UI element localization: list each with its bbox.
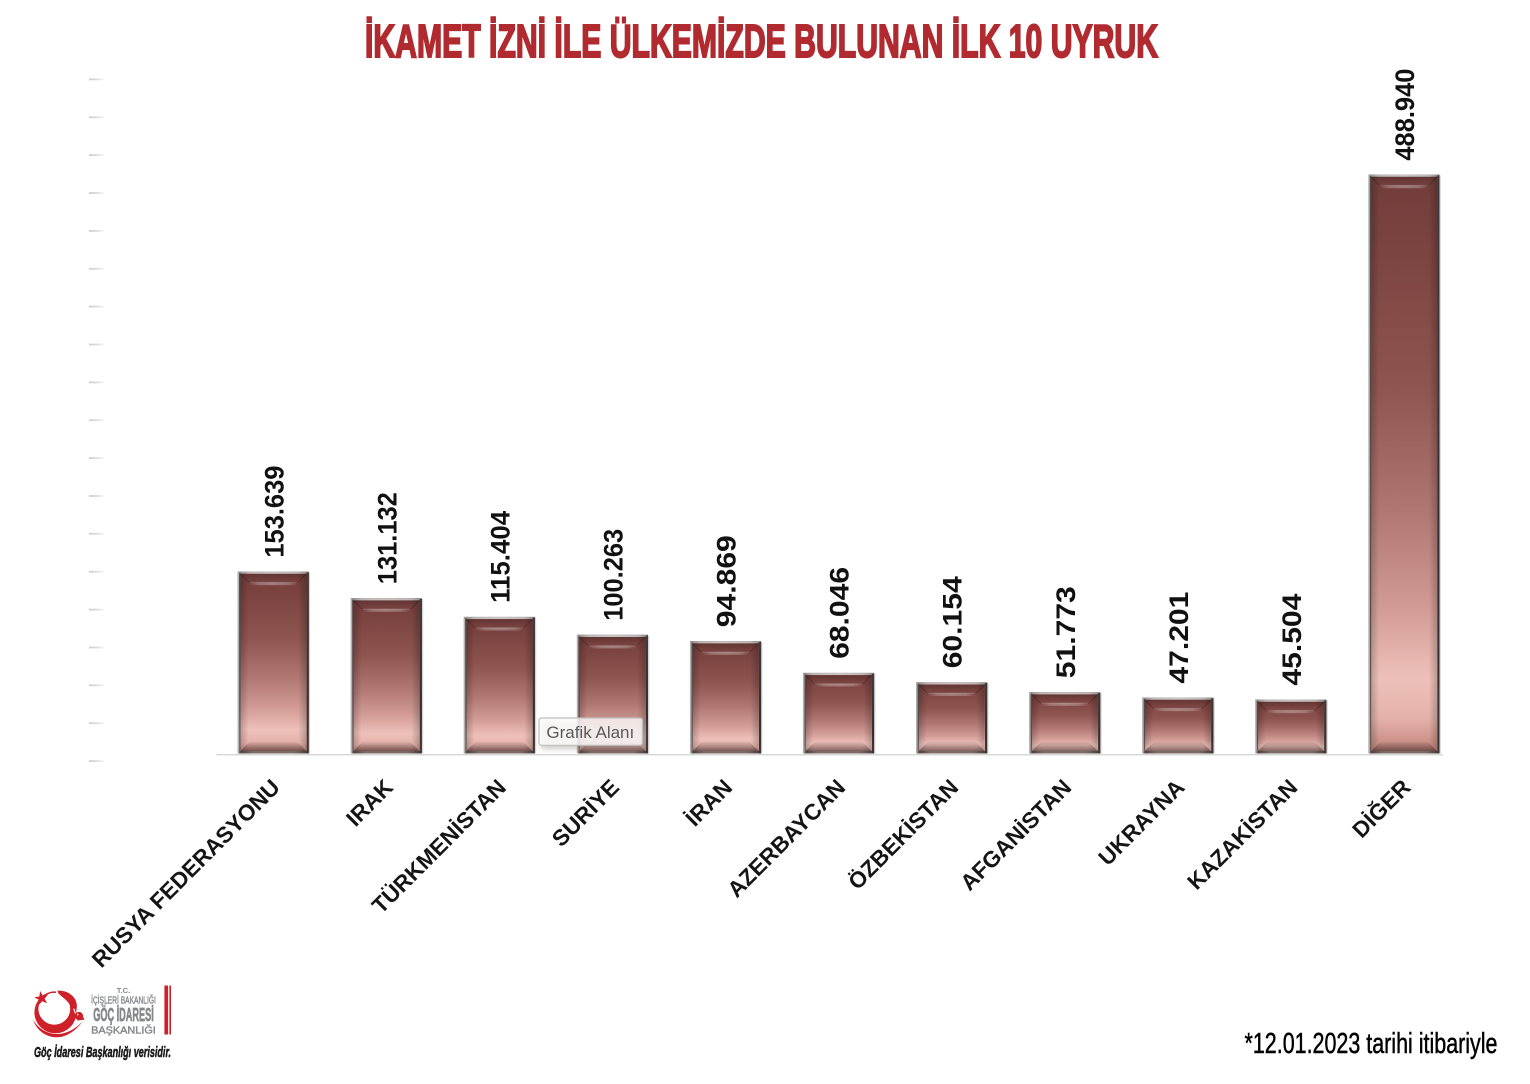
svg-text:*12.01.2023 tarihi itibariyle: *12.01.2023 tarihi itibariyle bbox=[1245, 1028, 1498, 1060]
svg-text:KAZAKİSTAN: KAZAKİSTAN bbox=[1183, 775, 1303, 895]
svg-text:AFGANİSTAN: AFGANİSTAN bbox=[956, 775, 1077, 896]
svg-text:Grafik Alanı: Grafik Alanı bbox=[546, 723, 634, 742]
svg-text:RUSYA FEDERASYONU: RUSYA FEDERASYONU bbox=[87, 775, 285, 973]
svg-text:GÖÇ İDARESİ: GÖÇ İDARESİ bbox=[93, 1004, 154, 1025]
svg-text:60.154: 60.154 bbox=[938, 576, 968, 668]
svg-text:İÇİŞLERİ BAKANLIĞI: İÇİŞLERİ BAKANLIĞI bbox=[91, 994, 156, 1007]
svg-text:AZERBAYCAN: AZERBAYCAN bbox=[723, 775, 851, 903]
svg-text:51.773: 51.773 bbox=[1051, 586, 1081, 678]
svg-text:488.940: 488.940 bbox=[1390, 69, 1420, 161]
svg-text:BAŞKANLIĞI: BAŞKANLIĞI bbox=[91, 1024, 156, 1037]
svg-text:68.046: 68.046 bbox=[825, 567, 855, 659]
svg-text:94.869: 94.869 bbox=[712, 535, 742, 627]
svg-text:115.404: 115.404 bbox=[485, 511, 515, 603]
svg-text:İRAN: İRAN bbox=[681, 775, 738, 832]
svg-text:100.263: 100.263 bbox=[599, 529, 629, 621]
svg-text:Göç İdaresi Başkanlığı verisid: Göç İdaresi Başkanlığı verisidir. bbox=[34, 1044, 171, 1061]
svg-text:DİĞER: DİĞER bbox=[1347, 775, 1415, 843]
svg-text:İKAMET İZNİ İLE ÜLKEMİZDE BULU: İKAMET İZNİ İLE ÜLKEMİZDE BULUNAN İLK 10… bbox=[365, 15, 1158, 67]
svg-text:131.132: 131.132 bbox=[372, 492, 402, 584]
svg-text:T.C.: T.C. bbox=[117, 986, 131, 995]
svg-text:47.201: 47.201 bbox=[1164, 592, 1194, 684]
svg-text:ÖZBEKİSTAN: ÖZBEKİSTAN bbox=[843, 775, 963, 895]
svg-text:45.504: 45.504 bbox=[1277, 594, 1307, 686]
svg-text:SURİYE: SURİYE bbox=[547, 775, 624, 852]
svg-text:IRAK: IRAK bbox=[341, 774, 398, 831]
svg-text:153.639: 153.639 bbox=[259, 466, 289, 558]
svg-text:UKRAYNA: UKRAYNA bbox=[1094, 775, 1190, 871]
